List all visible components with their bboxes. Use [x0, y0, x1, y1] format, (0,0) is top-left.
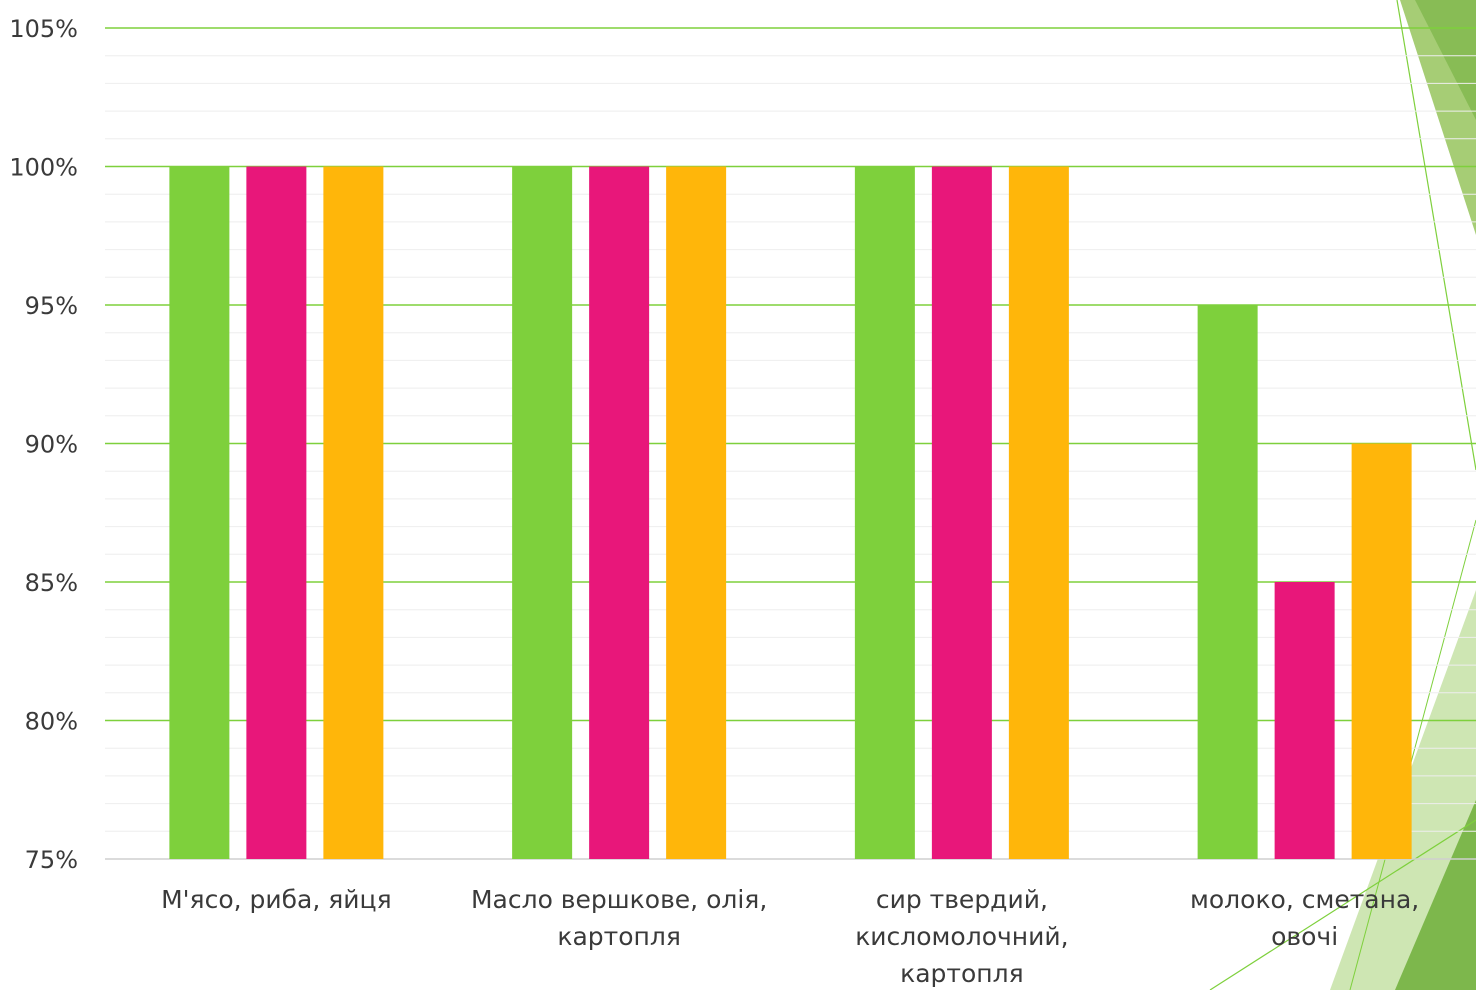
- x-category-label: картопля: [557, 922, 681, 951]
- decorative-background-shapes: [1209, 0, 1476, 990]
- bar: [589, 166, 650, 859]
- bar: [1197, 305, 1258, 859]
- y-tick-label: 100%: [9, 154, 78, 182]
- x-category-label: Масло вершкове, олія,: [471, 885, 767, 914]
- y-tick-label: 80%: [25, 708, 78, 736]
- x-category-label: сир твердий,: [876, 885, 1048, 914]
- deco-triangle-bottom-dark: [1395, 800, 1476, 990]
- y-tick-label: 105%: [9, 15, 78, 43]
- bar: [931, 166, 992, 859]
- bar: [854, 166, 915, 859]
- x-category-label: кисломолочний,: [855, 922, 1068, 951]
- bar: [1351, 443, 1412, 859]
- y-tick-label: 75%: [25, 846, 78, 874]
- bar: [512, 166, 573, 859]
- y-tick-label: 95%: [25, 292, 78, 320]
- bar: [666, 166, 727, 859]
- x-category-label: молоко, сметана,: [1190, 885, 1419, 914]
- deco-line: [1349, 519, 1476, 990]
- chart-bars: [169, 166, 1412, 859]
- y-axis-tick-labels: 75% 80% 85% 90% 95% 100% 105%: [9, 15, 78, 874]
- bar: [169, 166, 230, 859]
- x-axis-category-labels: М'ясо, риба, яйця Масло вершкове, олія, ка…: [161, 885, 1419, 988]
- y-tick-label: 90%: [25, 431, 78, 459]
- x-category-label: М'ясо, риба, яйця: [161, 885, 392, 914]
- y-tick-label: 85%: [25, 569, 78, 597]
- deco-triangle-top-dark: [1415, 0, 1476, 120]
- bar: [1274, 582, 1335, 859]
- bar: [246, 166, 307, 859]
- bar: [1008, 166, 1069, 859]
- deco-line: [1396, 0, 1476, 471]
- bar: [323, 166, 384, 859]
- deco-line: [1209, 819, 1476, 990]
- x-category-label: овочі: [1271, 922, 1338, 951]
- x-category-label: картопля: [900, 959, 1024, 988]
- chart-gridlines: [105, 27, 1476, 860]
